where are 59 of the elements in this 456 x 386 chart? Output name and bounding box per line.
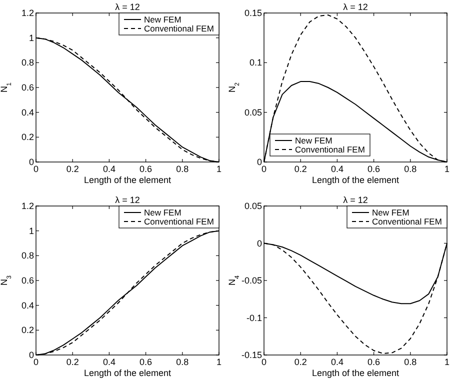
x-tick-label: 0.6 <box>140 357 152 367</box>
x-tick-label: 0.8 <box>404 164 417 174</box>
legend-label: New FEM <box>144 14 182 24</box>
y-tick-label: 0.05 <box>244 201 262 211</box>
chart-title: λ = 12 <box>343 195 368 205</box>
y-tick-label: 0 <box>28 157 34 167</box>
x-axis-title: Length of the element <box>312 368 400 378</box>
y-tick-label: 0 <box>28 350 34 360</box>
legend-label: New FEM <box>372 208 410 218</box>
x-tick-label: 0.6 <box>368 357 380 367</box>
y-tick-label: 0.6 <box>21 82 34 92</box>
legend-label: Conventional FEM <box>144 24 214 34</box>
x-tick-label: 0.4 <box>102 164 116 174</box>
x-tick-label: 0.2 <box>66 357 79 367</box>
x-tick-label: 1 <box>216 357 222 367</box>
x-tick-label: 0.6 <box>140 164 152 174</box>
x-tick-label: 0.4 <box>102 357 116 367</box>
y-tick-label: -0.1 <box>246 312 262 323</box>
x-tick-label: 0.6 <box>368 164 380 174</box>
y-tick-label: 0.4 <box>21 107 34 118</box>
y-tick-label: 1 <box>28 32 34 43</box>
y-tick-label: 0.4 <box>21 300 34 310</box>
x-axis-title: Length of the element <box>84 368 172 378</box>
x-tick-label: 1 <box>444 357 450 367</box>
x-tick-label: 0.8 <box>176 164 189 174</box>
y-tick-label: 0 <box>256 238 262 248</box>
y-tick-label: -0.15 <box>241 350 262 360</box>
legend-label: New FEM <box>295 136 332 146</box>
y-tick-label: 0.15 <box>244 8 262 18</box>
x-tick-label: 1 <box>216 164 222 174</box>
y-tick-label: 1.2 <box>21 8 34 18</box>
x-axis-title: Length of the element <box>312 175 400 185</box>
legend-label: New FEM <box>144 208 182 218</box>
x-tick-label: 0.2 <box>66 164 79 174</box>
y-tick-label: 1.2 <box>21 201 34 211</box>
chart-title: λ = 12 <box>343 2 368 12</box>
y-tick-label: 0.2 <box>21 325 34 336</box>
legend-label: Conventional FEM <box>295 144 365 154</box>
y-tick-label: 0.05 <box>244 107 262 118</box>
y-tick-label: 0.8 <box>21 250 34 261</box>
y-tick-label: 0.6 <box>21 276 34 286</box>
y-tick-label: 0.8 <box>21 58 34 68</box>
y-tick-label: 0 <box>256 157 262 167</box>
x-tick-label: 1 <box>444 164 450 174</box>
x-tick-label: 0.2 <box>294 164 307 174</box>
chart-title: λ = 12 <box>115 195 140 205</box>
x-tick-label: 0.4 <box>330 164 344 174</box>
x-tick-label: 0.2 <box>294 357 307 367</box>
y-tick-label: -0.05 <box>241 276 262 286</box>
x-tick-label: 0.4 <box>330 357 344 367</box>
y-tick-label: 0.2 <box>21 132 34 142</box>
legend-label: Conventional FEM <box>372 216 442 226</box>
legend-label: Conventional FEM <box>144 216 214 226</box>
y-tick-label: 0.1 <box>249 58 262 68</box>
x-tick-label: 0.8 <box>176 357 189 367</box>
y-tick-label: 1 <box>28 226 34 236</box>
chart-title: λ = 12 <box>115 2 140 12</box>
x-tick-label: 0.8 <box>404 357 417 367</box>
x-axis-title: Length of the element <box>84 175 172 185</box>
